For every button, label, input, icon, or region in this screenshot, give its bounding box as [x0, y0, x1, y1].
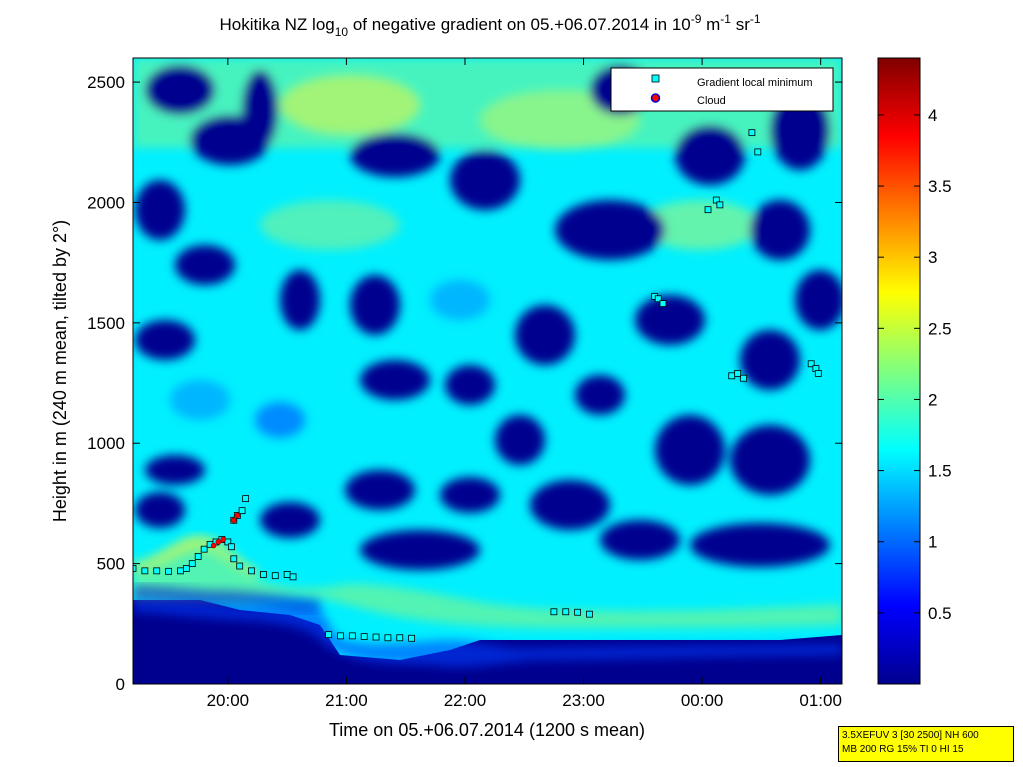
gradient-minimum-point	[182, 565, 190, 572]
gradient-minimum-point	[283, 571, 291, 578]
gradient-minimum-point	[716, 201, 724, 209]
gradient-minimum-point	[396, 634, 404, 642]
heatmap-area	[133, 58, 842, 684]
x-tick-label: 01:00	[799, 691, 842, 710]
x-axis: 20:00 21:00 22:00 23:00 00:00 01:00	[207, 58, 842, 710]
gradient-minimum-point	[654, 295, 662, 303]
cloud-point	[215, 539, 222, 545]
chart-title: Hokitika NZ log10 of negative gradient o…	[219, 12, 760, 39]
colorbar-tick-label: 1.5	[928, 462, 952, 481]
y-tick-label: 2500	[87, 73, 125, 92]
gradient-minimum-point	[384, 634, 392, 642]
gradient-minimum-point	[177, 567, 184, 575]
plot-frame	[132, 57, 843, 685]
legend-marker-cloud	[650, 93, 661, 103]
gradient-minimum-point	[562, 608, 570, 616]
gradient-minimum-point	[360, 633, 368, 640]
gradient-minimum-point	[153, 567, 161, 575]
gradient-minimum-point	[141, 567, 149, 575]
cloud-point	[210, 542, 217, 549]
cloud-point	[234, 512, 241, 519]
settings-info-box: 3.5XEFUV 3 [30 2500] NH 600 MB 200 RG 15…	[838, 726, 1014, 762]
gradient-minimum-point	[242, 495, 250, 503]
colorbar-tick-label: 3.5	[928, 177, 952, 196]
gradient-minimum-point	[248, 567, 255, 575]
gradient-minimum-point	[740, 374, 747, 382]
marker-layer	[133, 129, 822, 642]
y-axis: 0 500 1000 1500 2000 2500	[87, 73, 842, 694]
colorbar-tick-label: 0.5	[928, 604, 952, 623]
gradient-minimum-point	[748, 129, 756, 137]
cloud-point	[220, 536, 226, 543]
gradient-minimum-point	[224, 538, 232, 546]
x-tick-label: 00:00	[681, 691, 724, 710]
gradient-minimum-point	[659, 300, 667, 307]
gradient-minimum-point	[348, 632, 356, 640]
gradient-minimum-point	[337, 632, 344, 640]
y-tick-label: 1500	[87, 314, 125, 333]
gradient-minimum-point	[372, 633, 380, 641]
gradient-minimum-point	[574, 608, 582, 616]
gradient-minimum-point	[712, 196, 720, 204]
gradient-minimum-point	[188, 560, 196, 568]
legend-marker-gradient-minimum	[651, 74, 660, 83]
x-tick-label: 23:00	[562, 691, 605, 710]
gradient-minimum-point	[807, 360, 815, 368]
gradient-minimum-point	[728, 372, 736, 380]
gradient-minimum-point	[754, 148, 762, 156]
gradient-minimum-point	[260, 571, 267, 578]
legend-label-gradient-minimum: Gradient local minimum	[697, 77, 813, 89]
gradient-minimum-point	[734, 370, 742, 377]
gradient-minimum-point	[236, 562, 244, 570]
gradient-minimum-point	[165, 567, 172, 575]
colorbar-tick-label: 3	[928, 248, 937, 267]
gradient-minimum-point	[133, 565, 137, 572]
legend-label-cloud: Cloud	[697, 95, 726, 107]
colorbar-tick-label: 1	[928, 533, 937, 552]
gradient-minimum-point	[228, 543, 235, 551]
colorbar	[877, 57, 921, 685]
gradient-minimum-point	[325, 631, 333, 639]
gradient-minimum-point	[408, 634, 416, 642]
x-tick-label: 22:00	[444, 691, 487, 710]
y-tick-label: 2000	[87, 193, 125, 212]
y-tick-label: 1000	[87, 434, 125, 453]
info-line-2: MB 200 RG 15% TI 0 HI 15	[842, 744, 964, 755]
colorbar-tick-label: 4	[928, 106, 937, 125]
colorbar-tick-label: 2	[928, 390, 937, 409]
gradient-minimum-point	[200, 545, 208, 553]
y-tick-label: 500	[97, 555, 125, 574]
gradient-minimum-point	[194, 552, 202, 560]
gradient-minimum-point	[814, 370, 822, 377]
gradient-minimum-point	[704, 206, 712, 214]
legend-box	[610, 67, 834, 112]
legend: Gradient local minimum Cloud	[610, 67, 834, 112]
x-tick-label: 20:00	[207, 691, 250, 710]
y-tick-label: 0	[116, 675, 125, 694]
gradient-minimum-point	[550, 608, 558, 616]
x-tick-label: 21:00	[325, 691, 368, 710]
gradient-minimum-point	[289, 573, 297, 581]
cloud-point	[230, 517, 237, 524]
colorbar-axis: 0.5 1 1.5 2 2.5 3 3.5 4	[878, 106, 952, 623]
gradient-minimum-point	[238, 507, 246, 515]
gradient-minimum-point	[230, 555, 238, 563]
gradient-minimum-point	[271, 572, 279, 580]
y-axis-label: Height in m (240 m mean, tilted by 2°)	[50, 220, 70, 522]
gradient-minimum-point	[586, 610, 593, 618]
info-line-1: 3.5XEFUV 3 [30 2500] NH 600	[842, 730, 979, 741]
x-axis-label: Time on 05.+06.07.2014 (1200 s mean)	[329, 720, 645, 740]
colorbar-tick-label: 2.5	[928, 319, 952, 338]
